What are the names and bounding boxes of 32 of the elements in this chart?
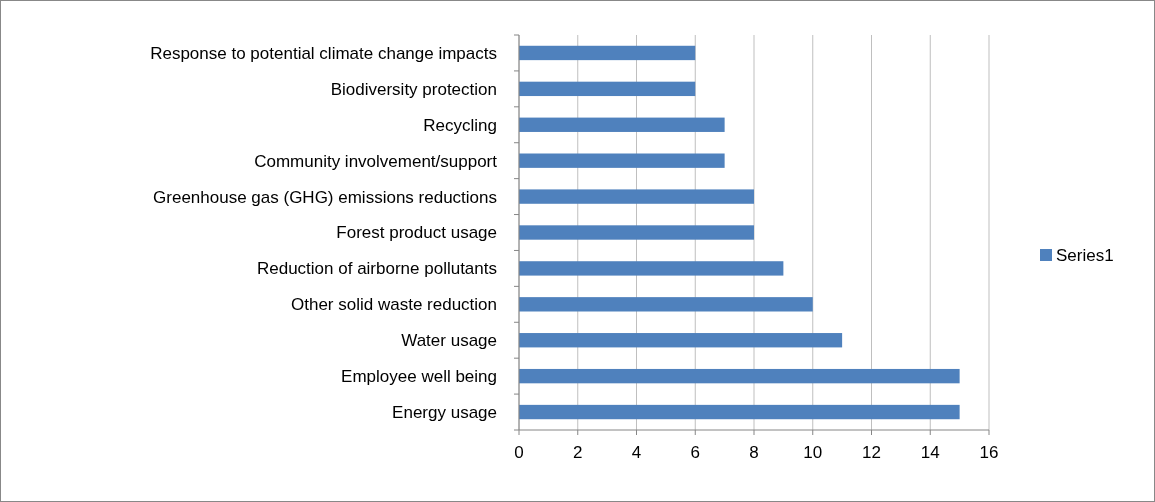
x-tick-label: 4 xyxy=(631,443,642,462)
x-tick-label: 2 xyxy=(573,443,583,462)
x-tick-label: 8 xyxy=(749,443,759,462)
bar xyxy=(519,297,813,312)
bar xyxy=(519,225,754,240)
y-tick-label: Biodiversity protection xyxy=(330,79,497,99)
y-tick-label: Energy usage xyxy=(392,403,497,422)
bar xyxy=(519,333,843,348)
x-tick-label: 16 xyxy=(979,443,999,462)
x-tick-label: 12 xyxy=(862,443,881,462)
bar xyxy=(519,81,696,97)
x-tick-label: 6 xyxy=(690,443,700,462)
y-tick-label: Reduction of airborne pollutants xyxy=(256,259,497,279)
x-tick-label: 10 xyxy=(803,443,823,462)
y-tick-label: Recycling xyxy=(423,115,497,135)
bar xyxy=(519,368,960,384)
legend-label: Series1 xyxy=(1056,245,1114,265)
x-tick-label: 14 xyxy=(920,443,940,462)
y-tick-label: Greenhouse gas (GHG) emissions reductions xyxy=(153,187,497,207)
y-tick-label: Other solid waste reduction xyxy=(291,295,497,315)
bar xyxy=(519,404,960,420)
y-tick-label: Water usage xyxy=(401,331,497,351)
x-tick-label: 0 xyxy=(514,443,524,462)
y-tick-label: Forest product usage xyxy=(336,223,497,243)
bar xyxy=(519,117,725,132)
bar xyxy=(519,153,725,168)
bar xyxy=(519,45,696,61)
bar xyxy=(519,189,754,204)
bar xyxy=(519,261,784,276)
y-tick-label: Employee well being xyxy=(341,367,497,387)
y-tick-label: Response to potential climate change impacts xyxy=(150,43,497,63)
y-tick-label: Community involvement/support xyxy=(254,151,498,171)
